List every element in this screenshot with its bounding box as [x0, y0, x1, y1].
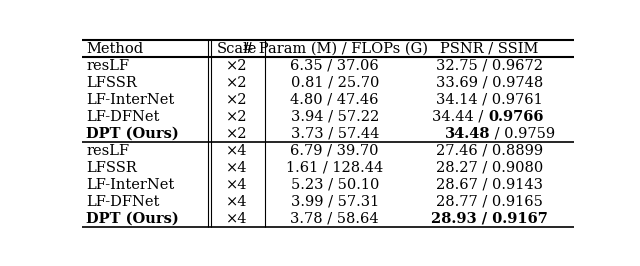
- Text: PSNR / SSIM: PSNR / SSIM: [440, 41, 538, 56]
- Text: 1.61 / 128.44: 1.61 / 128.44: [286, 161, 383, 174]
- Text: 34.44 /: 34.44 /: [433, 110, 488, 124]
- Text: LF-DFNet: LF-DFNet: [86, 195, 160, 209]
- Text: ×4: ×4: [227, 212, 248, 226]
- Text: / 0.9759: / 0.9759: [490, 127, 556, 141]
- Text: 5.23 / 50.10: 5.23 / 50.10: [291, 178, 379, 192]
- Text: ×2: ×2: [227, 110, 248, 124]
- Text: DPT (Ours): DPT (Ours): [86, 212, 179, 226]
- Text: LF-DFNet: LF-DFNet: [86, 110, 160, 124]
- Text: LF-InterNet: LF-InterNet: [86, 93, 175, 107]
- Text: 6.79 / 39.70: 6.79 / 39.70: [291, 144, 379, 158]
- Text: ×4: ×4: [227, 178, 248, 192]
- Text: 34.14 / 0.9761: 34.14 / 0.9761: [436, 93, 543, 107]
- Text: ×4: ×4: [227, 144, 248, 158]
- Text: ×2: ×2: [227, 59, 248, 73]
- Text: ×2: ×2: [227, 127, 248, 141]
- Text: LF-InterNet: LF-InterNet: [86, 178, 175, 192]
- Text: ×4: ×4: [227, 161, 248, 174]
- Text: ×2: ×2: [227, 76, 248, 90]
- Text: 0.9766: 0.9766: [488, 110, 544, 124]
- Text: 34.44 / 0.9766: 34.44 / 0.9766: [436, 110, 543, 124]
- Text: 4.80 / 47.46: 4.80 / 47.46: [291, 93, 379, 107]
- Text: ×4: ×4: [227, 195, 248, 209]
- Text: 3.99 / 57.31: 3.99 / 57.31: [291, 195, 379, 209]
- Text: LFSSR: LFSSR: [86, 161, 137, 174]
- Text: 34.48: 34.48: [445, 127, 490, 141]
- Text: 32.75 / 0.9672: 32.75 / 0.9672: [436, 59, 543, 73]
- Text: ×2: ×2: [227, 93, 248, 107]
- Text: resLF: resLF: [86, 144, 129, 158]
- Text: 27.46 / 0.8899: 27.46 / 0.8899: [436, 144, 543, 158]
- Text: 3.94 / 57.22: 3.94 / 57.22: [291, 110, 379, 124]
- Text: 28.27 / 0.9080: 28.27 / 0.9080: [436, 161, 543, 174]
- Text: 6.35 / 37.06: 6.35 / 37.06: [291, 59, 379, 73]
- Text: 28.67 / 0.9143: 28.67 / 0.9143: [436, 178, 543, 192]
- Text: Scale: Scale: [217, 41, 257, 56]
- Text: 3.73 / 57.44: 3.73 / 57.44: [291, 127, 379, 141]
- Text: resLF: resLF: [86, 59, 129, 73]
- Text: 28.77 / 0.9165: 28.77 / 0.9165: [436, 195, 543, 209]
- Text: 3.78 / 58.64: 3.78 / 58.64: [291, 212, 379, 226]
- Text: # Param (M) / FLOPs (G): # Param (M) / FLOPs (G): [242, 41, 428, 56]
- Text: 0.81 / 25.70: 0.81 / 25.70: [291, 76, 379, 90]
- Text: DPT (Ours): DPT (Ours): [86, 127, 179, 141]
- Text: Method: Method: [86, 41, 143, 56]
- Text: 33.69 / 0.9748: 33.69 / 0.9748: [436, 76, 543, 90]
- Text: 28.93 / 0.9167: 28.93 / 0.9167: [431, 212, 548, 226]
- Text: LFSSR: LFSSR: [86, 76, 137, 90]
